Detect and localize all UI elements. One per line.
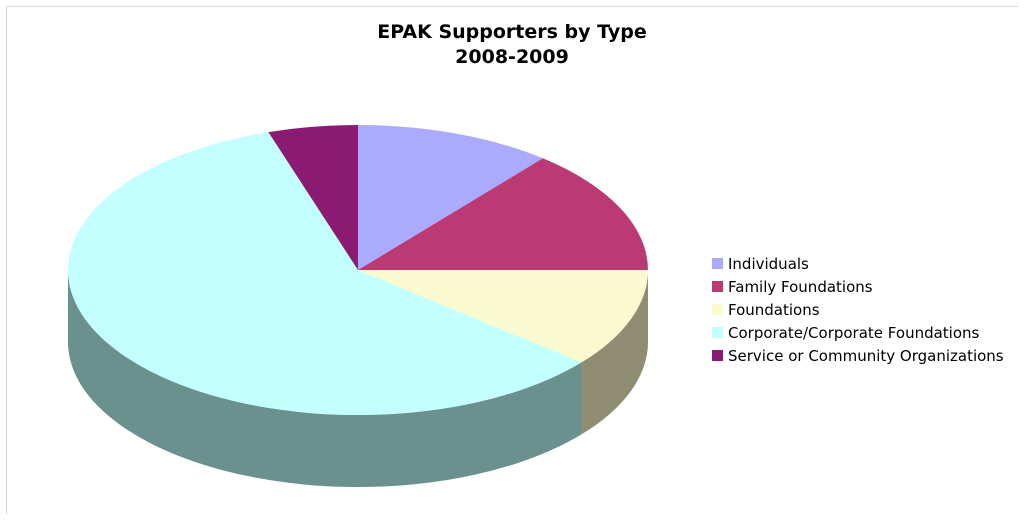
pie-sides <box>68 270 648 488</box>
legend-swatch <box>712 304 723 315</box>
chart-subtitle: 2008-2009 <box>455 46 569 68</box>
legend-swatch <box>712 258 723 269</box>
legend-item-service-or-community-organizations: Service or Community Organizations <box>712 344 1004 367</box>
pie-side-corporate-corporate-foundations <box>68 270 582 488</box>
chart-frame <box>6 6 1018 514</box>
legend-item-individuals: Individuals <box>712 252 1004 275</box>
pie-slice-family-foundations <box>358 158 648 270</box>
legend-item-family-foundations: Family Foundations <box>712 275 1004 298</box>
legend-label: Service or Community Organizations <box>728 346 1004 365</box>
pie-slice-foundations <box>358 270 648 363</box>
legend-swatch <box>712 350 723 361</box>
chart-title: EPAK Supporters by Type <box>377 21 647 43</box>
legend: Individuals Family Foundations Foundations… <box>712 252 1004 367</box>
legend-label: Corporate/Corporate Foundations <box>728 323 980 342</box>
legend-item-corporate-corporate-foundations: Corporate/Corporate Foundations <box>712 321 1004 344</box>
legend-swatch <box>712 281 723 292</box>
pie-slice-corporate-corporate-foundations <box>68 132 582 416</box>
pie-side-foundations <box>581 270 648 435</box>
legend-swatch <box>712 327 723 338</box>
chart-title-block: EPAK Supporters by Type 2008-2009 <box>0 20 1024 70</box>
pie-slice-individuals <box>358 125 543 270</box>
pie-slice-service-or-community-organizations <box>268 125 358 270</box>
legend-label: Foundations <box>728 300 820 319</box>
legend-label: Individuals <box>728 254 809 273</box>
pie-top <box>68 125 648 416</box>
legend-item-foundations: Foundations <box>712 298 1004 321</box>
legend-label: Family Foundations <box>728 277 873 296</box>
